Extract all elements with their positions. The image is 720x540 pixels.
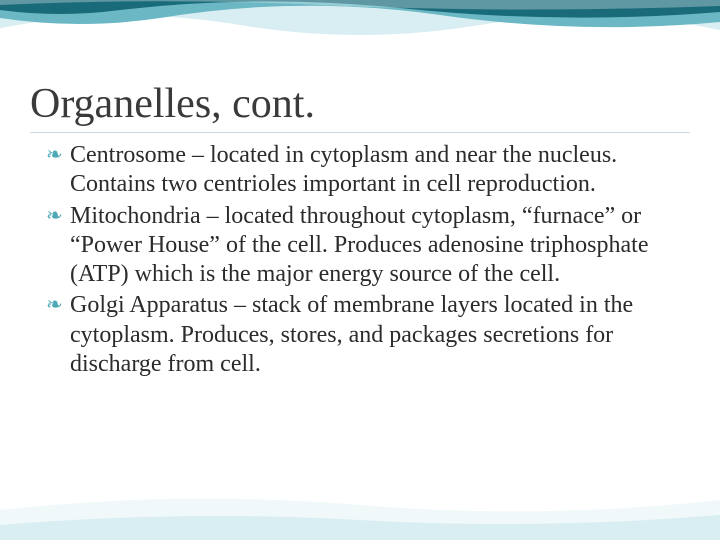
- bullet-marker-icon: ❧: [46, 143, 63, 167]
- bullet-marker-icon: ❧: [46, 204, 63, 228]
- bullet-item: ❧ Centrosome – located in cytoplasm and …: [46, 141, 690, 200]
- slide-title: Organelles, cont.: [30, 80, 690, 133]
- slide-content: Organelles, cont. ❧ Centrosome – located…: [0, 0, 720, 421]
- bullet-marker-icon: ❧: [46, 293, 63, 317]
- bullet-text: Mitochondria – located throughout cytopl…: [70, 203, 649, 288]
- bullet-text: Golgi Apparatus – stack of membrane laye…: [70, 292, 633, 377]
- bottom-wave-decoration: [0, 480, 720, 540]
- bullet-text: Centrosome – located in cytoplasm and ne…: [70, 142, 617, 197]
- bullet-item: ❧ Golgi Apparatus – stack of membrane la…: [46, 291, 690, 379]
- bullet-item: ❧ Mitochondria – located throughout cyto…: [46, 202, 690, 290]
- bullet-list: ❧ Centrosome – located in cytoplasm and …: [30, 141, 690, 379]
